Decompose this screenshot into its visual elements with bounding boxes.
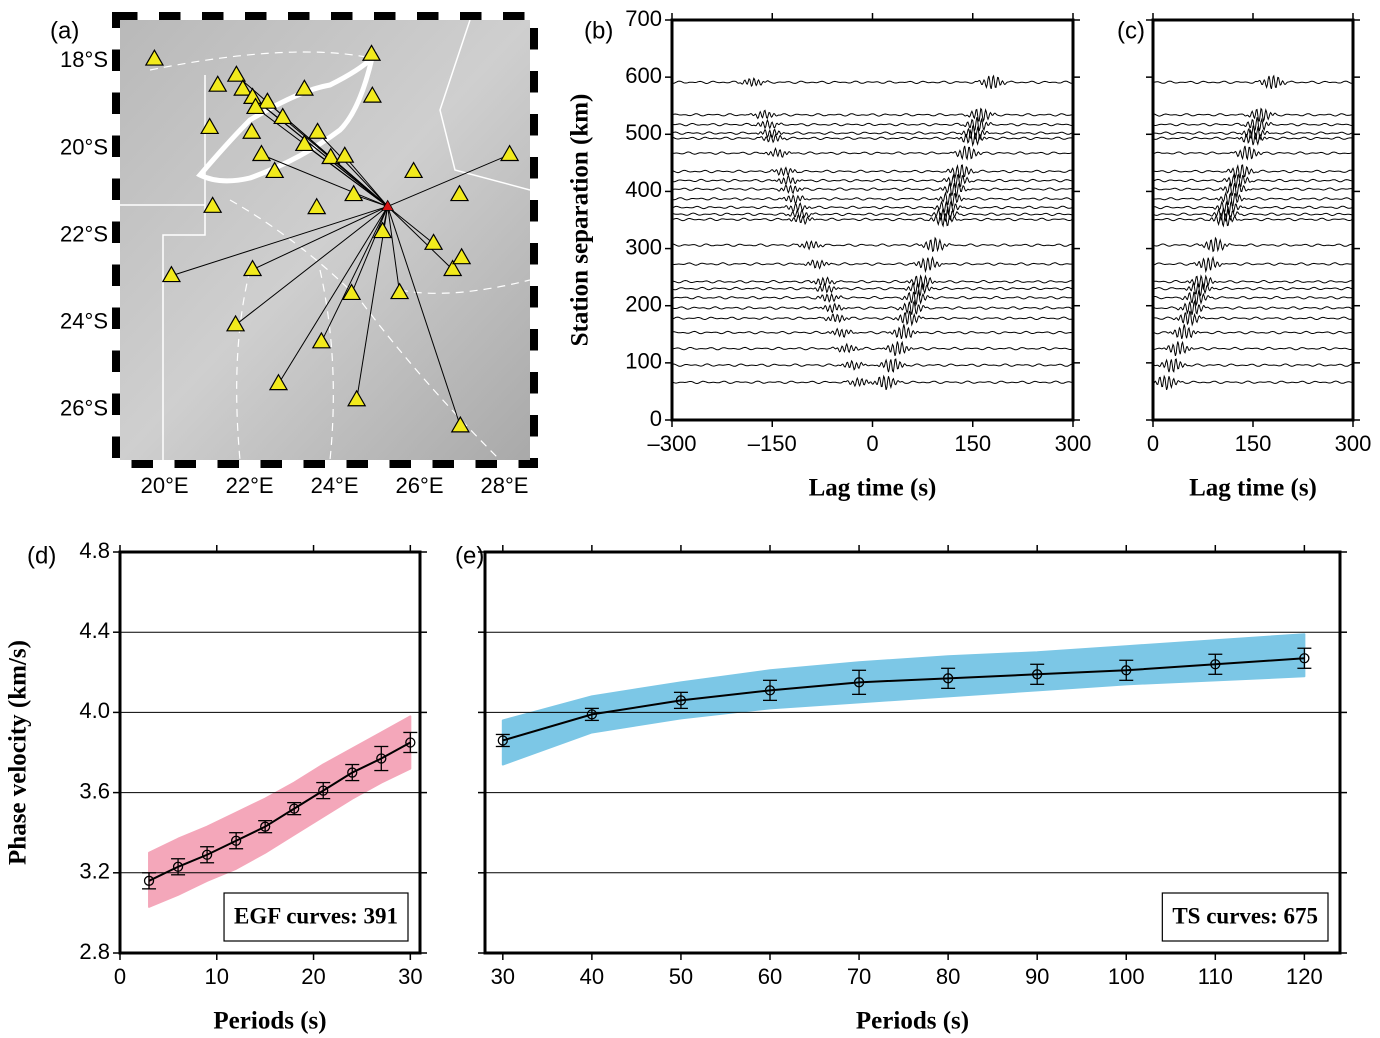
annotation: EGF curves: 391 xyxy=(234,903,398,928)
y-tick-label: 100 xyxy=(625,349,662,374)
x-tick-label: 0 xyxy=(866,431,878,456)
y-tick-label: 20°S xyxy=(60,134,108,159)
x-tick-label: 100 xyxy=(1108,964,1145,989)
y-tick-label: 700 xyxy=(625,6,662,31)
y-axis-title: Phase velocity (km/s) xyxy=(5,640,32,865)
x-tick-label: 30 xyxy=(491,964,515,989)
x-tick-label: –150 xyxy=(748,431,797,456)
x-tick-label: 20 xyxy=(301,964,325,989)
x-axis-title: Periods (s) xyxy=(213,1008,326,1035)
y-tick-label: 22°S xyxy=(60,221,108,246)
x-tick-label: 40 xyxy=(580,964,604,989)
x-tick-label: 300 xyxy=(1055,431,1092,456)
x-tick-label: 300 xyxy=(1335,431,1372,456)
y-tick-label: 24°S xyxy=(60,309,108,334)
annotation-box: TS curves: 675 xyxy=(1162,893,1328,941)
y-tick-label: 2.8 xyxy=(79,939,110,964)
x-tick-label: 150 xyxy=(954,431,991,456)
x-tick-label: –300 xyxy=(648,431,697,456)
y-tick-label: 26°S xyxy=(60,396,108,421)
x-tick-label: 22°E xyxy=(226,473,274,498)
y-tick-label: 300 xyxy=(625,234,662,259)
x-tick-label: 90 xyxy=(1025,964,1049,989)
y-axis-title: Station separation (km) xyxy=(567,94,594,347)
x-axis-title: Lag time (s) xyxy=(1189,475,1317,502)
y-tick-label: 500 xyxy=(625,120,662,145)
x-tick-label: 10 xyxy=(205,964,229,989)
y-tick-label: 3.6 xyxy=(79,778,110,803)
x-tick-label: 24°E xyxy=(311,473,359,498)
panel-label: (c) xyxy=(1117,17,1145,44)
x-axis-title: Periods (s) xyxy=(856,1008,969,1035)
y-tick-label: 4.0 xyxy=(79,698,110,723)
x-tick-label: 26°E xyxy=(396,473,444,498)
annotation: TS curves: 675 xyxy=(1172,903,1318,928)
panel-label: (b) xyxy=(584,17,613,44)
annotation-box: EGF curves: 391 xyxy=(224,893,408,941)
y-tick-label: 600 xyxy=(625,63,662,88)
page: (a) 18°S 20°S 22°S 24°S 26°S 20°E 22°E 24°E 26°E 2… xyxy=(0,0,1380,1038)
y-tick-label: 400 xyxy=(625,177,662,202)
x-tick-label: 120 xyxy=(1286,964,1323,989)
y-tick-label: 18°S xyxy=(60,47,108,72)
x-axis-title: Lag time (s) xyxy=(809,475,937,502)
x-tick-label: 70 xyxy=(847,964,871,989)
map-background xyxy=(120,20,530,460)
y-tick-label: 0 xyxy=(650,406,662,431)
panel-label: (a) xyxy=(50,17,79,44)
plot-frame xyxy=(1153,20,1353,420)
y-tick-label: 200 xyxy=(625,292,662,317)
panel-label: (e) xyxy=(455,542,484,569)
y-tick-label: 4.8 xyxy=(79,538,110,563)
panel-label: (d) xyxy=(27,542,56,569)
x-tick-label: 80 xyxy=(936,964,960,989)
x-tick-label: 0 xyxy=(114,964,126,989)
x-tick-label: 60 xyxy=(758,964,782,989)
x-tick-label: 30 xyxy=(398,964,422,989)
y-tick-label: 3.2 xyxy=(79,859,110,884)
x-tick-label: 150 xyxy=(1235,431,1272,456)
x-tick-label: 28°E xyxy=(481,473,529,498)
x-tick-label: 0 xyxy=(1147,431,1159,456)
figure: (a) 18°S 20°S 22°S 24°S 26°S 20°E 22°E 24°E 26°E 2… xyxy=(0,0,1380,1038)
x-tick-label: 50 xyxy=(669,964,693,989)
x-tick-label: 110 xyxy=(1198,964,1233,989)
y-tick-label: 4.4 xyxy=(79,618,110,643)
x-tick-label: 20°E xyxy=(141,473,189,498)
